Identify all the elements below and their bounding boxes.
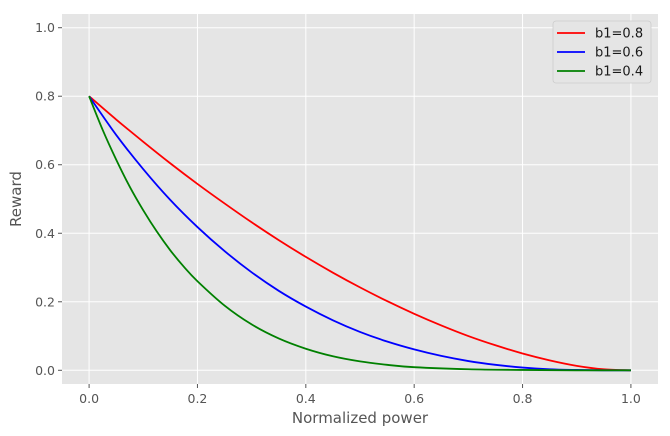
x-axis-label: Normalized power (292, 409, 429, 427)
y-axis-label: Reward (7, 171, 25, 227)
y-tick-label: 0.2 (35, 294, 55, 309)
y-tick-label: 1.0 (35, 20, 55, 35)
x-tick-label: 0.8 (513, 391, 533, 406)
x-tick-label: 0.2 (188, 391, 208, 406)
legend-label: b1=0.8 (595, 27, 643, 42)
x-tick-label: 0.6 (404, 391, 424, 406)
series-line-2 (88, 95, 631, 372)
x-tick-label: 0.4 (296, 391, 316, 406)
x-axis-ticks: 0.0 0.2 0.4 0.6 0.8 1.0 (79, 384, 641, 406)
legend: b1=0.8 b1=0.6 b1=0.4 (552, 20, 652, 84)
y-axis-ticks: 0.0 0.2 0.4 0.6 0.8 1.0 (35, 20, 62, 378)
legend-box (552, 20, 652, 84)
grid (62, 14, 658, 384)
legend-label: b1=0.6 (595, 46, 643, 61)
x-tick-label: 1.0 (621, 391, 641, 406)
series-lines (88, 95, 631, 372)
y-tick-label: 0.8 (35, 89, 55, 104)
series-line-3 (88, 95, 631, 372)
series-line-1 (88, 95, 631, 372)
y-tick-label: 0.0 (35, 363, 55, 378)
y-tick-label: 0.4 (35, 226, 55, 241)
x-tick-label: 0.0 (79, 391, 99, 406)
legend-label: b1=0.4 (595, 65, 643, 80)
y-tick-label: 0.6 (35, 157, 55, 172)
